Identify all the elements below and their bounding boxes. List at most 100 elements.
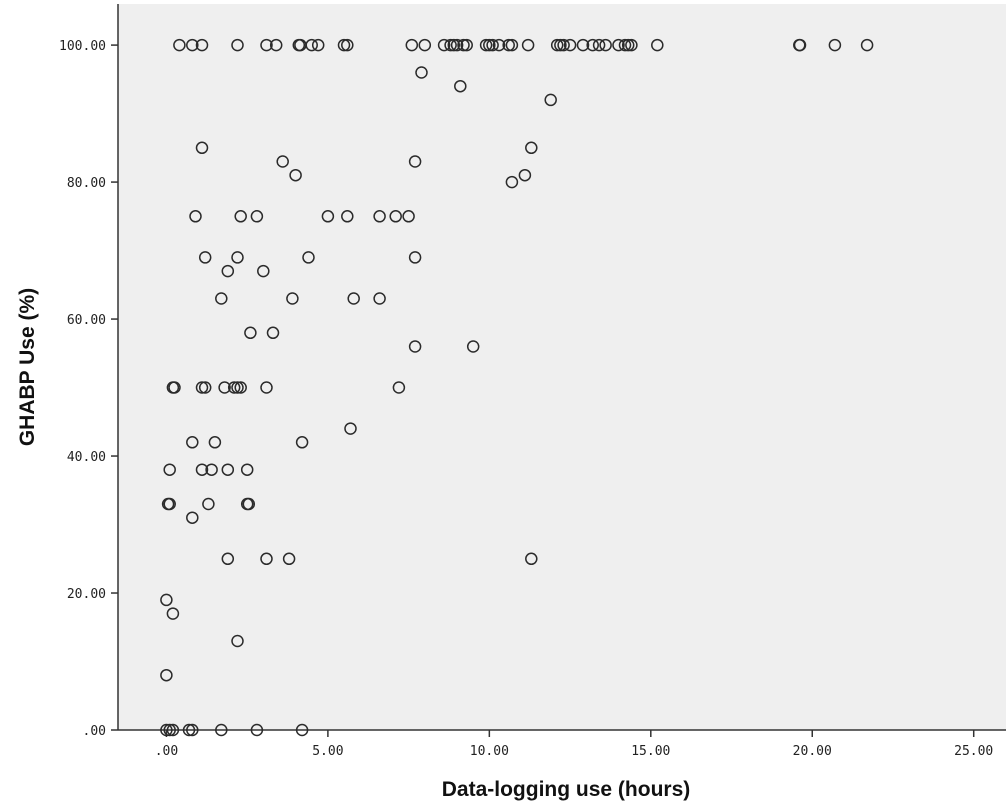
- data-point: [260, 381, 273, 394]
- y-axis-ticks: .00 20.00 40.00 60.00 80.00 100.00: [59, 39, 118, 739]
- data-point: [618, 38, 632, 52]
- data-point: [450, 38, 464, 52]
- y-tick-label: 40.00: [67, 450, 106, 465]
- data-point: [289, 168, 302, 182]
- data-point: [260, 552, 273, 566]
- x-tick-label: 5.00: [312, 744, 343, 759]
- data-point: [502, 38, 515, 52]
- data-point: [305, 38, 318, 52]
- data-point: [195, 38, 209, 52]
- data-point: [392, 381, 406, 394]
- data-point: [202, 497, 215, 511]
- data-point: [186, 436, 199, 449]
- data-point: [651, 38, 664, 52]
- x-tick-label: 20.00: [793, 744, 832, 759]
- data-point: [444, 38, 457, 52]
- data-point: [173, 38, 186, 52]
- data-point: [347, 292, 360, 305]
- data-point: [521, 38, 535, 52]
- data-point: [163, 723, 176, 737]
- data-point: [344, 422, 357, 435]
- y-tick-label: 60.00: [67, 313, 106, 328]
- data-point: [231, 634, 244, 648]
- data-point: [282, 552, 296, 566]
- data-point: [276, 155, 289, 168]
- data-point: [466, 340, 480, 353]
- data-point: [208, 436, 222, 449]
- y-tick-label: 80.00: [67, 176, 106, 191]
- y-tick-label: 20.00: [67, 587, 106, 602]
- data-point: [189, 210, 202, 223]
- data-point: [505, 38, 519, 52]
- data-point: [186, 723, 199, 737]
- data-point: [215, 292, 228, 305]
- data-point: [625, 38, 638, 52]
- data-point: [599, 38, 612, 52]
- data-point: [311, 38, 325, 52]
- data-point: [415, 66, 428, 79]
- data-point: [554, 38, 567, 52]
- y-tick-label: 100.00: [59, 39, 106, 54]
- data-point: [227, 381, 241, 394]
- data-point: [240, 463, 254, 476]
- x-tick-label: .00: [155, 744, 178, 759]
- y-tick-label: .00: [83, 724, 106, 739]
- data-point: [525, 141, 538, 155]
- data-point: [793, 38, 807, 52]
- data-point: [518, 168, 532, 182]
- data-point: [341, 38, 354, 52]
- data-point: [160, 668, 173, 682]
- data-point: [544, 93, 557, 107]
- data-point: [260, 38, 273, 52]
- data-point: [250, 210, 264, 223]
- data-point: [405, 38, 419, 52]
- data-point: [286, 292, 299, 305]
- data-point: [182, 723, 196, 737]
- data-point: [557, 38, 570, 52]
- data-point: [195, 141, 209, 155]
- data-point: [242, 497, 256, 511]
- data-point: [231, 38, 244, 52]
- data-point: [195, 463, 209, 476]
- data-point: [460, 38, 473, 52]
- data-point: [166, 607, 180, 620]
- data-point: [418, 38, 432, 52]
- data-point: [402, 210, 415, 223]
- data-point: [828, 38, 842, 52]
- data-points: [160, 38, 874, 737]
- data-point: [163, 463, 176, 476]
- data-point: [373, 292, 386, 305]
- data-point: [166, 723, 180, 737]
- data-point: [231, 381, 244, 394]
- data-point: [612, 38, 625, 52]
- data-point: [337, 38, 351, 52]
- data-point: [479, 38, 493, 52]
- data-point: [160, 723, 173, 737]
- data-point: [525, 552, 538, 566]
- x-tick-label: 10.00: [470, 744, 509, 759]
- data-point: [321, 210, 335, 223]
- data-point: [295, 436, 309, 449]
- data-point: [457, 38, 470, 52]
- data-point: [218, 381, 231, 394]
- data-point: [221, 264, 235, 278]
- data-point: [221, 463, 235, 476]
- data-point: [621, 38, 635, 52]
- data-point: [550, 38, 564, 52]
- data-point: [592, 38, 606, 52]
- data-point: [221, 552, 235, 566]
- data-point: [266, 326, 280, 340]
- data-point: [186, 38, 199, 52]
- data-point: [576, 38, 590, 52]
- y-axis-title: GHABP Use (%): [16, 288, 39, 446]
- data-point: [160, 593, 173, 607]
- data-point: [295, 723, 309, 737]
- data-point: [492, 38, 506, 52]
- data-point: [195, 381, 209, 394]
- data-point: [269, 38, 283, 52]
- data-point: [563, 38, 577, 52]
- data-point: [586, 38, 599, 52]
- data-point: [257, 264, 270, 278]
- data-point: [373, 210, 386, 223]
